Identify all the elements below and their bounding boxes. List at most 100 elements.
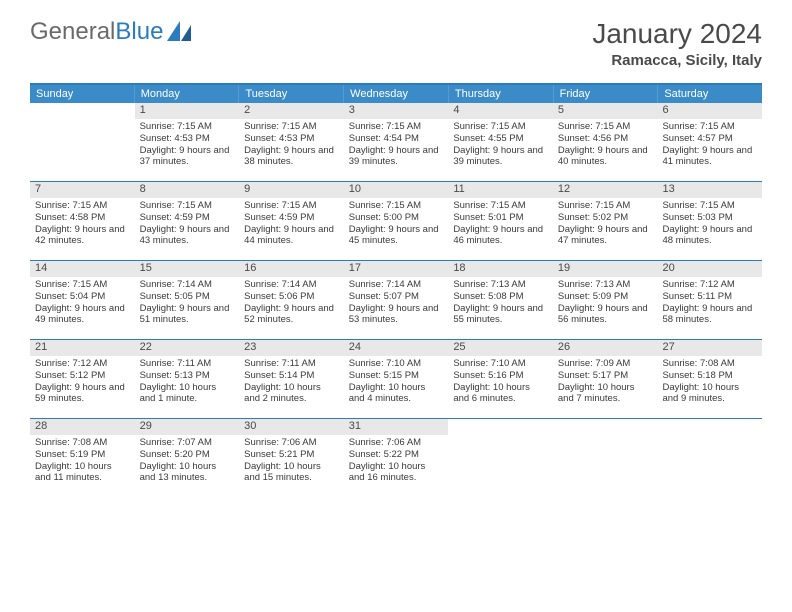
day-cell: 19Sunrise: 7:13 AMSunset: 5:09 PMDayligh…: [553, 261, 658, 339]
sunset-text: Sunset: 5:08 PM: [453, 291, 548, 303]
day-text: Sunrise: 7:15 AMSunset: 5:00 PMDaylight:…: [344, 198, 449, 252]
sunset-text: Sunset: 5:17 PM: [558, 370, 653, 382]
day-cell: 3Sunrise: 7:15 AMSunset: 4:54 PMDaylight…: [344, 103, 449, 181]
sunrise-text: Sunrise: 7:08 AM: [662, 358, 757, 370]
daylight-text: Daylight: 9 hours and 43 minutes.: [140, 224, 235, 248]
day-text: Sunrise: 7:14 AMSunset: 5:05 PMDaylight:…: [135, 277, 240, 331]
day-number: 16: [239, 261, 344, 277]
day-cell: 8Sunrise: 7:15 AMSunset: 4:59 PMDaylight…: [135, 182, 240, 260]
day-cell: [30, 103, 135, 181]
day-number: 10: [344, 182, 449, 198]
sunset-text: Sunset: 5:09 PM: [558, 291, 653, 303]
week-row: 21Sunrise: 7:12 AMSunset: 5:12 PMDayligh…: [30, 339, 762, 418]
day-text: Sunrise: 7:10 AMSunset: 5:15 PMDaylight:…: [344, 356, 449, 410]
sunset-text: Sunset: 5:16 PM: [453, 370, 548, 382]
logo-text-gray: General: [30, 18, 115, 46]
daylight-text: Daylight: 9 hours and 40 minutes.: [558, 145, 653, 169]
sunrise-text: Sunrise: 7:14 AM: [349, 279, 444, 291]
day-cell: 21Sunrise: 7:12 AMSunset: 5:12 PMDayligh…: [30, 340, 135, 418]
day-number: 24: [344, 340, 449, 356]
sunrise-text: Sunrise: 7:06 AM: [349, 437, 444, 449]
sunrise-text: Sunrise: 7:15 AM: [35, 200, 130, 212]
day-text: Sunrise: 7:15 AMSunset: 4:53 PMDaylight:…: [135, 119, 240, 173]
daylight-text: Daylight: 10 hours and 16 minutes.: [349, 461, 444, 485]
sunset-text: Sunset: 5:03 PM: [662, 212, 757, 224]
day-number: 2: [239, 103, 344, 119]
day-number: 21: [30, 340, 135, 356]
sunrise-text: Sunrise: 7:14 AM: [140, 279, 235, 291]
day-text: Sunrise: 7:14 AMSunset: 5:06 PMDaylight:…: [239, 277, 344, 331]
day-cell: 23Sunrise: 7:11 AMSunset: 5:14 PMDayligh…: [239, 340, 344, 418]
day-text: Sunrise: 7:10 AMSunset: 5:16 PMDaylight:…: [448, 356, 553, 410]
day-number: 11: [448, 182, 553, 198]
day-cell: 18Sunrise: 7:13 AMSunset: 5:08 PMDayligh…: [448, 261, 553, 339]
day-number: 29: [135, 419, 240, 435]
day-cell: 13Sunrise: 7:15 AMSunset: 5:03 PMDayligh…: [657, 182, 762, 260]
sunset-text: Sunset: 5:01 PM: [453, 212, 548, 224]
calendar: SundayMondayTuesdayWednesdayThursdayFrid…: [30, 83, 762, 497]
sunrise-text: Sunrise: 7:15 AM: [244, 200, 339, 212]
sunrise-text: Sunrise: 7:10 AM: [349, 358, 444, 370]
sunset-text: Sunset: 5:13 PM: [140, 370, 235, 382]
day-cell: 9Sunrise: 7:15 AMSunset: 4:59 PMDaylight…: [239, 182, 344, 260]
day-number: 7: [30, 182, 135, 198]
day-cell: 28Sunrise: 7:08 AMSunset: 5:19 PMDayligh…: [30, 419, 135, 497]
sunrise-text: Sunrise: 7:15 AM: [140, 121, 235, 133]
day-number: 27: [657, 340, 762, 356]
day-cell: 31Sunrise: 7:06 AMSunset: 5:22 PMDayligh…: [344, 419, 449, 497]
sunset-text: Sunset: 4:59 PM: [140, 212, 235, 224]
sunset-text: Sunset: 4:53 PM: [244, 133, 339, 145]
logo-sail-icon: [167, 21, 193, 43]
day-number: 17: [344, 261, 449, 277]
sunrise-text: Sunrise: 7:15 AM: [453, 121, 548, 133]
sunrise-text: Sunrise: 7:13 AM: [558, 279, 653, 291]
weekday-header: Sunday: [30, 85, 135, 103]
sunrise-text: Sunrise: 7:15 AM: [349, 200, 444, 212]
daylight-text: Daylight: 10 hours and 15 minutes.: [244, 461, 339, 485]
sunset-text: Sunset: 5:19 PM: [35, 449, 130, 461]
day-text: Sunrise: 7:15 AMSunset: 4:59 PMDaylight:…: [239, 198, 344, 252]
day-text: Sunrise: 7:13 AMSunset: 5:08 PMDaylight:…: [448, 277, 553, 331]
day-number: 18: [448, 261, 553, 277]
daylight-text: Daylight: 10 hours and 1 minute.: [140, 382, 235, 406]
day-text: Sunrise: 7:15 AMSunset: 4:55 PMDaylight:…: [448, 119, 553, 173]
sunset-text: Sunset: 5:07 PM: [349, 291, 444, 303]
day-number: 28: [30, 419, 135, 435]
daylight-text: Daylight: 9 hours and 39 minutes.: [453, 145, 548, 169]
header: GeneralBlue January 2024 Ramacca, Sicily…: [0, 0, 792, 77]
sunset-text: Sunset: 5:00 PM: [349, 212, 444, 224]
day-number: 26: [553, 340, 658, 356]
day-number: 30: [239, 419, 344, 435]
sunrise-text: Sunrise: 7:09 AM: [558, 358, 653, 370]
daylight-text: Daylight: 9 hours and 55 minutes.: [453, 303, 548, 327]
daylight-text: Daylight: 9 hours and 38 minutes.: [244, 145, 339, 169]
day-cell: 6Sunrise: 7:15 AMSunset: 4:57 PMDaylight…: [657, 103, 762, 181]
day-number: 5: [553, 103, 658, 119]
day-text: Sunrise: 7:08 AMSunset: 5:19 PMDaylight:…: [30, 435, 135, 489]
sunrise-text: Sunrise: 7:15 AM: [140, 200, 235, 212]
sunset-text: Sunset: 5:05 PM: [140, 291, 235, 303]
sunset-text: Sunset: 4:56 PM: [558, 133, 653, 145]
day-cell: 5Sunrise: 7:15 AMSunset: 4:56 PMDaylight…: [553, 103, 658, 181]
sunset-text: Sunset: 4:55 PM: [453, 133, 548, 145]
day-number: 15: [135, 261, 240, 277]
logo: GeneralBlue: [30, 18, 193, 46]
day-cell: 20Sunrise: 7:12 AMSunset: 5:11 PMDayligh…: [657, 261, 762, 339]
day-text: Sunrise: 7:15 AMSunset: 5:03 PMDaylight:…: [657, 198, 762, 252]
day-number: 23: [239, 340, 344, 356]
day-text: Sunrise: 7:13 AMSunset: 5:09 PMDaylight:…: [553, 277, 658, 331]
day-text: Sunrise: 7:06 AMSunset: 5:22 PMDaylight:…: [344, 435, 449, 489]
sunrise-text: Sunrise: 7:15 AM: [453, 200, 548, 212]
sunset-text: Sunset: 5:15 PM: [349, 370, 444, 382]
daylight-text: Daylight: 9 hours and 45 minutes.: [349, 224, 444, 248]
day-number: 31: [344, 419, 449, 435]
sunrise-text: Sunrise: 7:08 AM: [35, 437, 130, 449]
sunrise-text: Sunrise: 7:13 AM: [453, 279, 548, 291]
sunrise-text: Sunrise: 7:15 AM: [35, 279, 130, 291]
sunrise-text: Sunrise: 7:15 AM: [349, 121, 444, 133]
day-text: Sunrise: 7:12 AMSunset: 5:11 PMDaylight:…: [657, 277, 762, 331]
daylight-text: Daylight: 9 hours and 53 minutes.: [349, 303, 444, 327]
day-number: 13: [657, 182, 762, 198]
day-cell: [448, 419, 553, 497]
weekday-row: SundayMondayTuesdayWednesdayThursdayFrid…: [30, 85, 762, 103]
